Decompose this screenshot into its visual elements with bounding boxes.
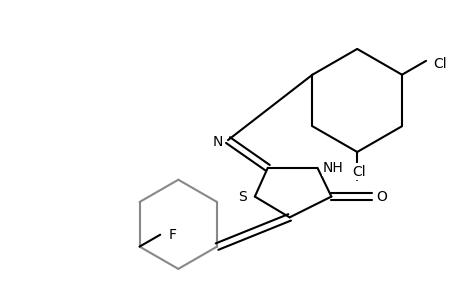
Text: Cl: Cl	[352, 165, 365, 179]
Text: O: O	[376, 190, 386, 204]
Text: Cl: Cl	[432, 57, 446, 71]
Text: S: S	[238, 190, 247, 204]
Text: N: N	[213, 135, 223, 149]
Text: F: F	[168, 228, 176, 242]
Text: NH: NH	[322, 161, 343, 175]
